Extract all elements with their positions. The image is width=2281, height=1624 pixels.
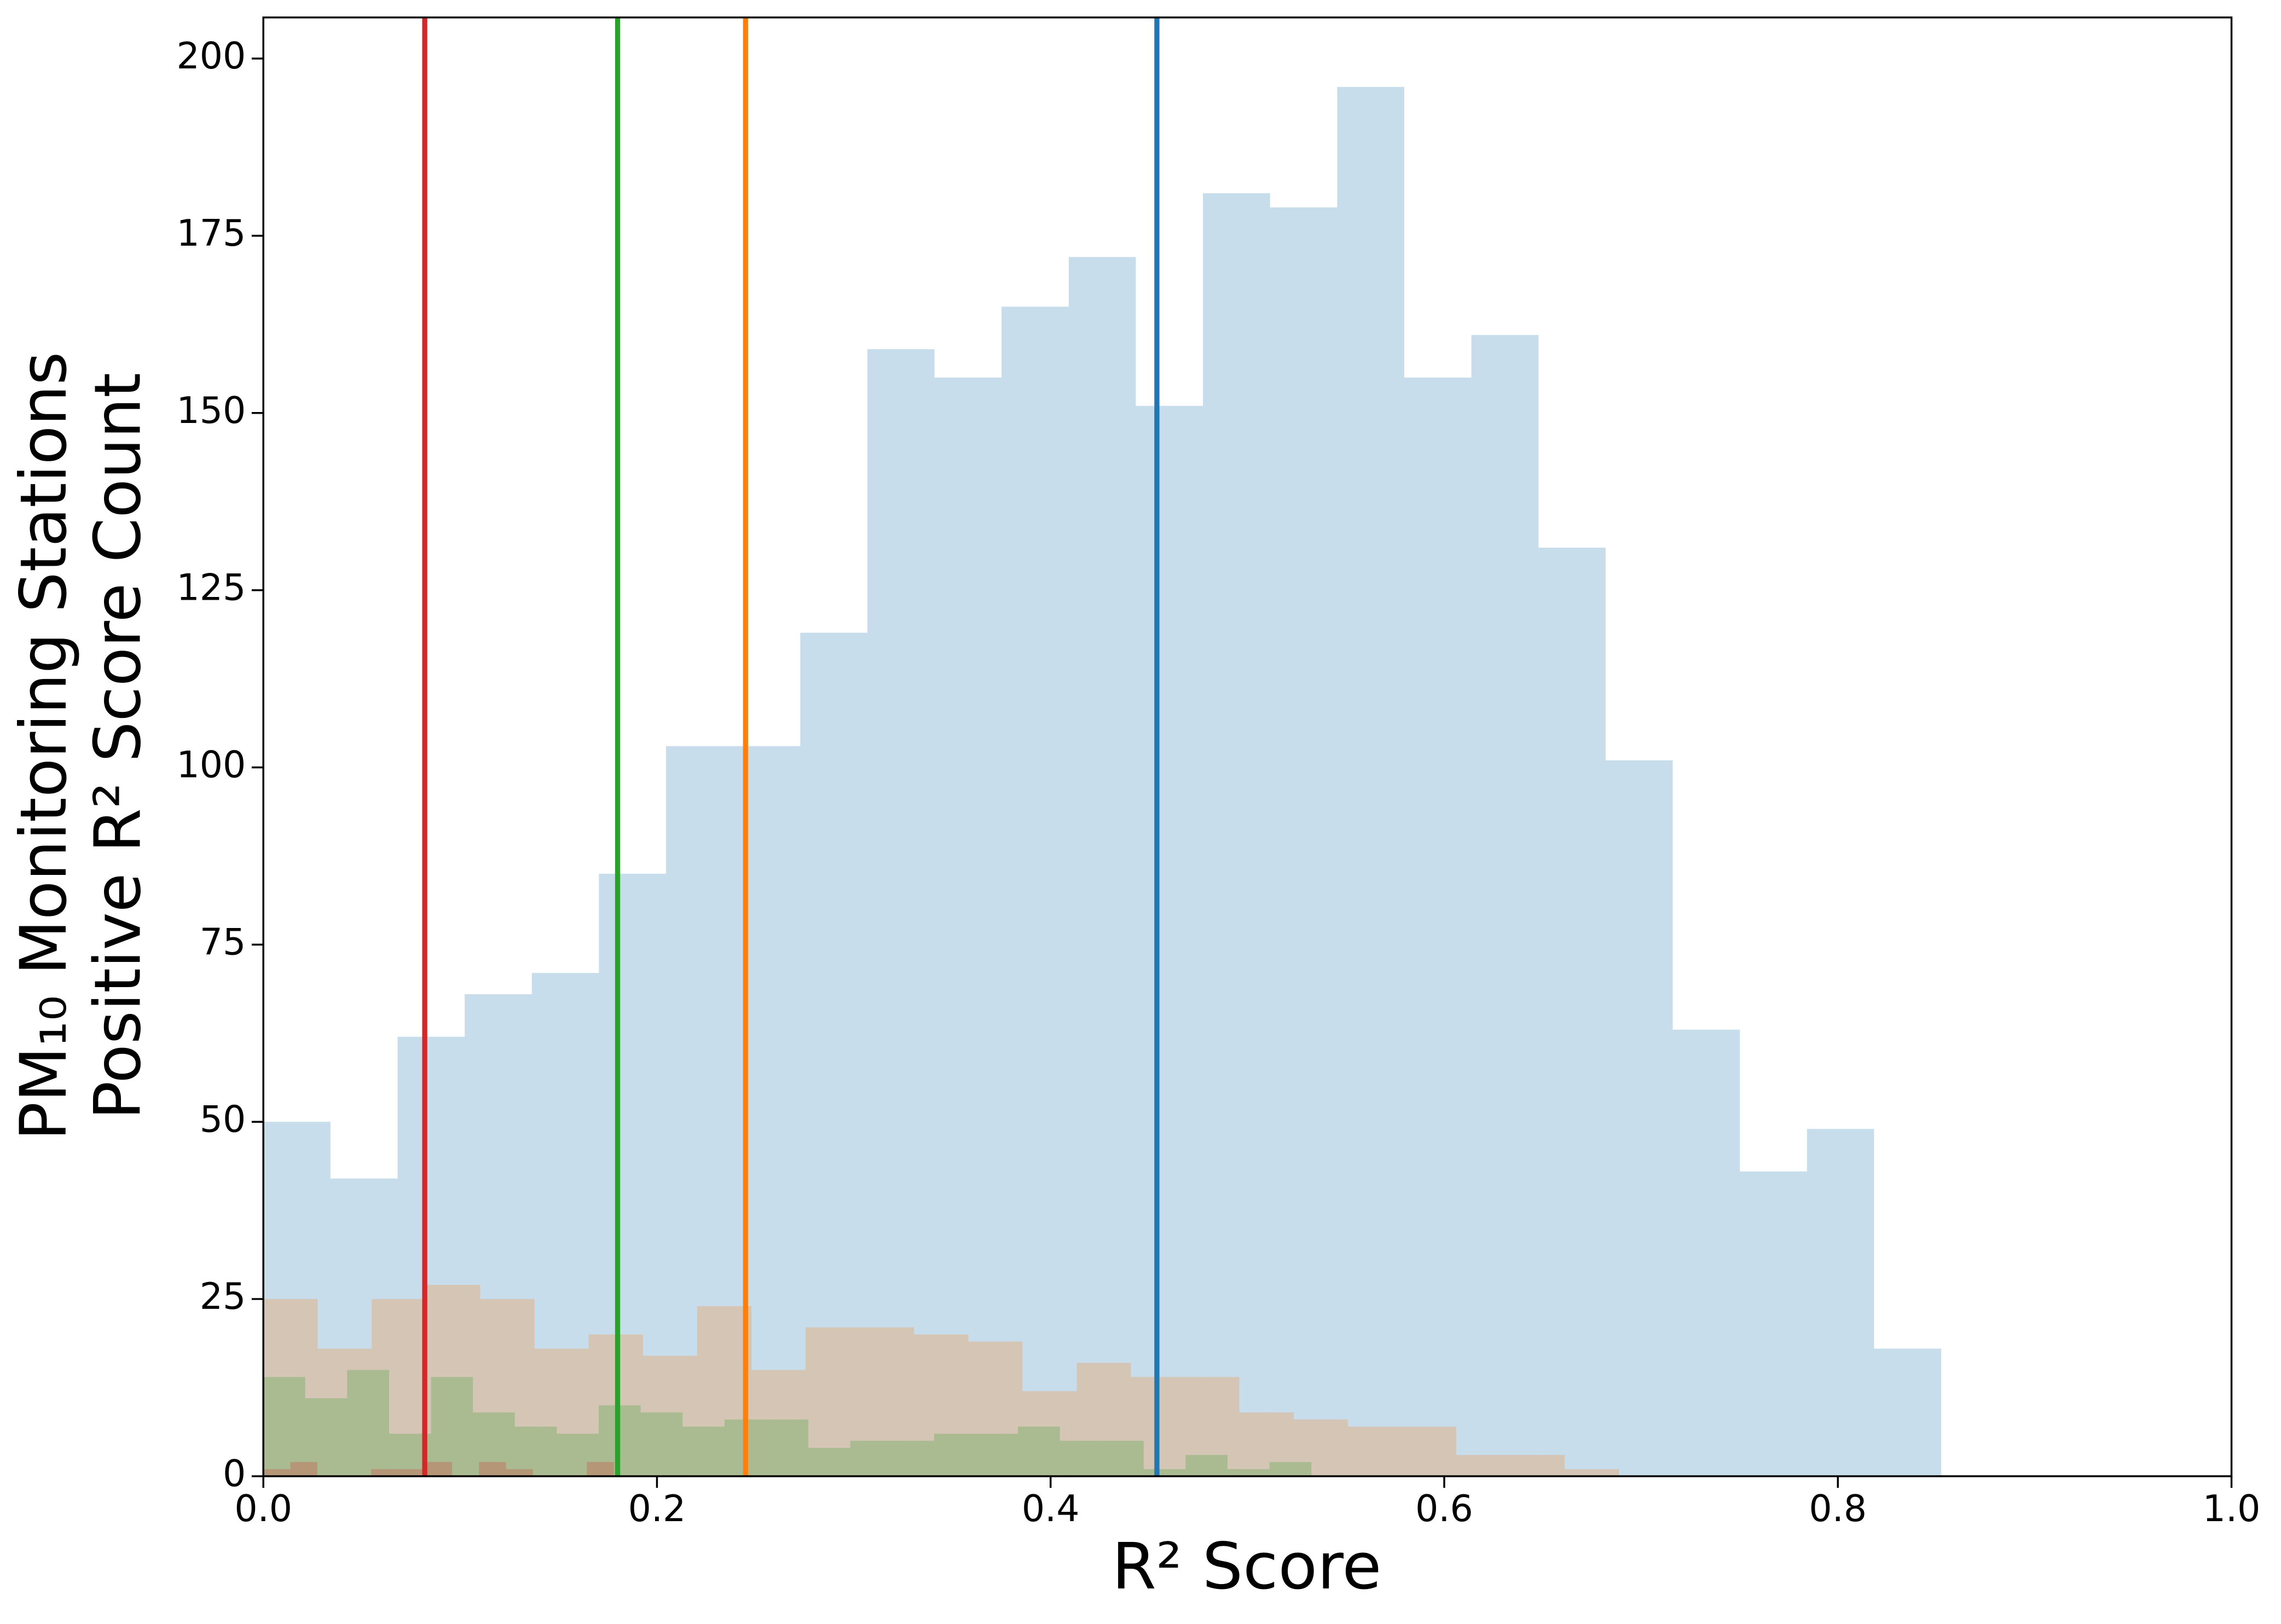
histogram-bar — [1510, 1455, 1565, 1476]
histogram-bar — [892, 1441, 934, 1476]
x-tick-label: 0.4 — [1022, 1487, 1080, 1530]
histogram-bar — [1228, 1469, 1270, 1476]
histogram-bar — [1565, 1469, 1619, 1476]
x-tick-label: 0.6 — [1415, 1487, 1473, 1530]
histogram-bar — [1018, 1426, 1060, 1476]
histogram-bar — [1605, 760, 1673, 1476]
histogram-bar — [934, 377, 1002, 1476]
histogram-bar — [599, 873, 667, 1476]
histogram-bar — [1239, 1412, 1294, 1476]
histogram-bar — [514, 1426, 557, 1476]
y-tick-label: 50 — [200, 1098, 246, 1140]
histogram-bar — [1185, 1377, 1240, 1476]
histogram-bar — [682, 1426, 725, 1476]
histogram-bar — [1538, 547, 1606, 1476]
histogram-bar — [1337, 86, 1404, 1476]
histogram-bar — [587, 1462, 614, 1476]
histogram-bar — [934, 1434, 976, 1476]
histogram-bar — [968, 1341, 1023, 1476]
histogram-bar — [465, 994, 532, 1476]
histogram-bar — [531, 973, 599, 1476]
histogram-bar — [666, 746, 733, 1476]
histogram-bar — [263, 1377, 305, 1476]
histogram-bar — [371, 1469, 398, 1476]
histogram-bar — [263, 1299, 318, 1476]
histogram-bar — [1143, 1469, 1186, 1476]
histogram-bar — [1102, 1441, 1144, 1476]
histogram-bar — [976, 1434, 1018, 1476]
histogram-bar — [397, 1036, 465, 1476]
y-tick-label: 100 — [176, 744, 246, 786]
histogram-bar — [317, 1348, 372, 1476]
histogram-bar — [640, 1412, 683, 1476]
histogram-bar — [642, 1355, 697, 1476]
y-tick-label: 200 — [176, 34, 246, 77]
y-axis-label: Positive R² Score Count — [80, 373, 155, 1120]
histogram-bar — [1136, 405, 1203, 1476]
histogram-bar — [751, 1370, 806, 1476]
plot-frame — [262, 16, 2233, 1477]
histogram-bar — [766, 1419, 809, 1476]
histogram-bar — [867, 349, 935, 1476]
histogram-bar — [1456, 1455, 1511, 1476]
histogram-bar — [1471, 335, 1539, 1476]
histogram-bar — [398, 1469, 425, 1476]
y-axis-label: PM₁₀ Monitoring Stations — [6, 352, 81, 1141]
y-tick-label: 25 — [200, 1275, 246, 1318]
y-tick-label: 125 — [176, 566, 246, 609]
histogram-bar — [1347, 1426, 1403, 1476]
histogram-bar — [697, 1306, 752, 1476]
histogram-bar — [800, 633, 867, 1476]
histogram-bar — [290, 1462, 317, 1476]
x-tick-label: 0.0 — [234, 1487, 292, 1530]
histogram-bar — [473, 1412, 515, 1476]
histogram-bar — [372, 1299, 426, 1476]
x-tick-label: 0.8 — [1809, 1487, 1867, 1530]
histogram-bar — [1270, 207, 1338, 1476]
histogram-bar — [1402, 1426, 1456, 1476]
histogram-bar — [1203, 193, 1270, 1476]
histogram-bar — [305, 1398, 348, 1476]
histogram-bar — [425, 1462, 453, 1476]
histogram-bar — [860, 1327, 914, 1476]
histogram-bar — [1001, 306, 1069, 1476]
histogram-bar — [1404, 377, 1472, 1476]
y-tick-label: 0 — [223, 1452, 246, 1495]
histogram-bar — [479, 1462, 506, 1476]
x-axis-label: R² Score — [1112, 1529, 1382, 1604]
histogram-bar — [1269, 1462, 1312, 1476]
histogram-bar — [480, 1299, 535, 1476]
x-tick-label: 1.0 — [2203, 1487, 2261, 1530]
histogram-bar — [1060, 1441, 1102, 1476]
histogram-bar — [534, 1348, 589, 1476]
histogram-bar — [263, 1469, 291, 1476]
y-tick-label: 175 — [176, 212, 246, 254]
histogram-bar — [506, 1469, 533, 1476]
histogram-bar — [805, 1327, 860, 1476]
histogram-bar — [426, 1285, 480, 1476]
histogram-bar — [1807, 1129, 1874, 1476]
x-tick-label: 0.2 — [628, 1487, 686, 1530]
histogram-bar — [1185, 1455, 1228, 1476]
histogram-bar — [1672, 1029, 1740, 1476]
y-tick-label: 150 — [176, 389, 246, 432]
histogram-bar — [330, 1178, 398, 1476]
histogram-bar — [1293, 1419, 1348, 1476]
histogram-bar — [850, 1441, 893, 1476]
histogram-bar — [808, 1448, 850, 1476]
histogram-bar — [431, 1377, 473, 1476]
histogram-bar — [557, 1434, 599, 1476]
histogram-bar — [1068, 257, 1136, 1476]
histogram-bar — [1022, 1391, 1077, 1476]
histogram-bar — [263, 1122, 331, 1476]
histogram-bar — [914, 1334, 969, 1476]
histogram-bar — [1740, 1171, 1807, 1476]
histogram-bar — [347, 1370, 389, 1476]
histogram-bar — [1076, 1362, 1131, 1476]
y-tick-label: 75 — [200, 920, 246, 963]
histogram-bar — [1874, 1348, 1942, 1476]
